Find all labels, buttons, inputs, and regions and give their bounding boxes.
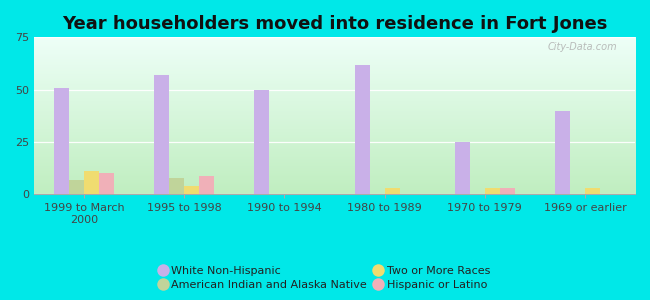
Bar (555, 111, 570, 194)
Bar (485, 188, 500, 194)
Bar (455, 142, 470, 194)
Bar (169, 178, 184, 194)
Bar (500, 188, 515, 194)
Bar (184, 186, 200, 194)
Title: Year householders moved into residence in Fort Jones: Year householders moved into residence i… (62, 15, 607, 33)
Bar (154, 75, 169, 194)
Bar (385, 188, 400, 194)
Bar (354, 64, 370, 194)
Bar (84, 171, 99, 194)
Text: City-Data.com: City-Data.com (547, 42, 617, 52)
Bar (54, 88, 69, 194)
Bar (585, 188, 600, 194)
Bar (69, 180, 84, 194)
Bar (254, 90, 269, 194)
Bar (99, 173, 114, 194)
Legend: White Non-Hispanic, American Indian and Alaska Native, Two or More Races, Hispan: White Non-Hispanic, American Indian and … (155, 261, 495, 294)
Bar (200, 176, 214, 194)
